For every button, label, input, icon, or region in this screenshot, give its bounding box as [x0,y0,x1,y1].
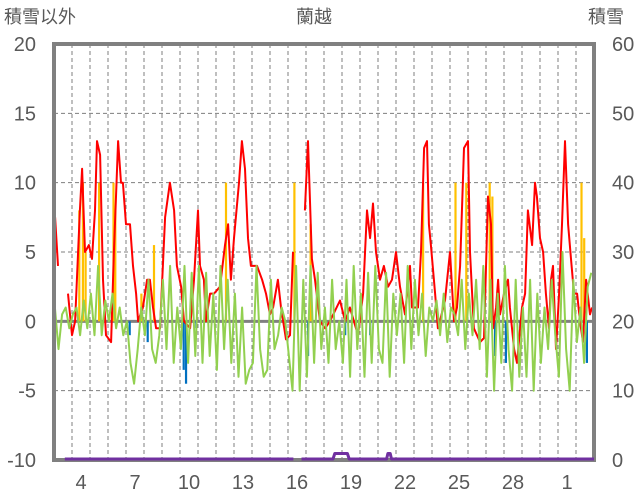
yellow-bar [422,182,425,322]
blue-bar [184,321,188,384]
yellow-bar [81,182,84,322]
y-right-tick-label: 50 [612,103,634,125]
green-line [53,251,593,392]
x-tick-label: 25 [448,472,470,494]
yellow-bar [465,182,468,322]
y-right-tick-label: 60 [612,34,634,56]
y-left-tick-label: 15 [14,103,36,125]
yellow-bar [580,182,583,322]
chart-title: 蘭越 [296,7,332,28]
right-axis-title: 積雪 [588,7,624,28]
purple-line [64,452,594,461]
y-right-tick-label: 0 [612,450,623,472]
y-left-tick-label: 5 [25,242,36,264]
y-left-tick-label: -5 [18,381,36,403]
y-right-tick-label: 40 [612,173,634,195]
yellow-bar [114,210,117,322]
yellow-bar [84,252,87,322]
y-right-tick-label: 20 [612,311,634,333]
y-left-tick-label: 20 [14,34,36,56]
x-tick-label: 10 [178,472,200,494]
blue-bar [128,321,131,336]
x-tick-label: 19 [340,472,362,494]
yellow-bar [78,210,81,322]
yellow-bar [488,182,491,322]
yellow-bar [152,245,156,322]
y-left-tick-label: -10 [7,450,36,472]
yellow-bar [224,182,228,322]
left-axis-title: 積雪以外 [4,7,76,28]
x-tick-label: 28 [502,472,524,494]
blue-bar [504,321,507,363]
x-tick-label: 22 [394,472,416,494]
yellow-bar [293,182,296,322]
x-tick-label: 16 [286,472,308,494]
blue-bar [146,321,149,343]
x-tick-label: 13 [232,472,254,494]
x-tick-label: 4 [75,472,86,494]
y-left-tick-label: 0 [25,311,36,333]
blue-bar [585,321,588,363]
yellow-bar [98,182,101,322]
yellow-bar [583,238,586,322]
y-left-tick-label: 10 [14,173,36,195]
x-tick-label: 7 [129,472,140,494]
yellow-bar [454,182,457,322]
y-right-tick-label: 10 [612,381,634,403]
y-right-tick-label: 30 [612,242,634,264]
blue-bar [182,321,185,370]
x-tick-label: 1 [561,472,572,494]
